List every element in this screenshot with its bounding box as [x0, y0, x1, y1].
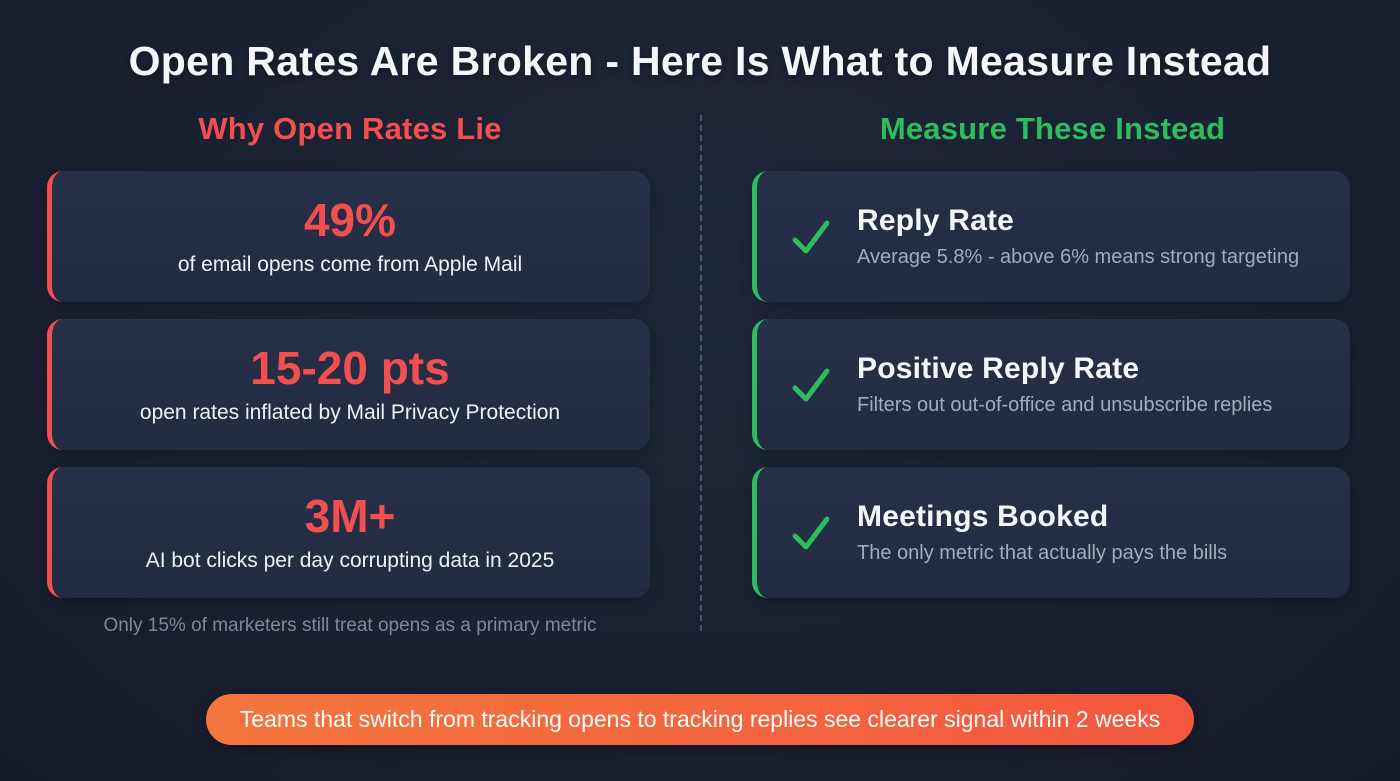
stat-card-privacy-protection: 15-20 pts open rates inflated by Mail Pr… [47, 319, 650, 450]
stat-desc: open rates inflated by Mail Privacy Prot… [139, 400, 561, 424]
red-bracket-accent [47, 467, 63, 598]
metric-card-meetings-booked: Meetings Booked The only metric that act… [752, 467, 1350, 598]
metric-text: Reply Rate Average 5.8% - above 6% means… [857, 204, 1299, 269]
metric-card-reply-rate: Reply Rate Average 5.8% - above 6% means… [752, 171, 1350, 302]
stat-card-apple-mail: 49% of email opens come from Apple Mail [47, 171, 650, 302]
metric-desc: The only metric that actually pays the b… [857, 542, 1228, 564]
stat-desc: of email opens come from Apple Mail [177, 252, 523, 276]
red-bracket-accent [47, 319, 63, 450]
stat-desc: AI bot clicks per day corrupting data in… [145, 548, 555, 572]
green-bracket-accent [752, 171, 768, 302]
right-heading: Measure These Instead [879, 111, 1226, 146]
stat-card-bot-clicks: 3M+ AI bot clicks per day corrupting dat… [47, 467, 650, 598]
main-title: Open Rates Are Broken - Here Is What to … [128, 38, 1272, 84]
metric-title: Reply Rate [857, 204, 1015, 237]
left-column: Why Open Rates Lie 49% of email opens co… [47, 111, 650, 637]
metric-title: Meetings Booked [857, 500, 1109, 533]
stat-value: 49% [303, 194, 397, 247]
metric-desc: Filters out out-of-office and unsubscrib… [857, 394, 1273, 416]
checkmark-icon [792, 516, 830, 549]
right-column: Measure These Instead Reply Rate Average… [752, 111, 1350, 637]
red-bracket-accent [47, 171, 63, 302]
green-bracket-accent [752, 319, 768, 450]
left-heading: Why Open Rates Lie [198, 111, 502, 146]
stat-value: 15-20 pts [250, 342, 450, 395]
dashed-divider [700, 115, 702, 631]
banner-row: Teams that switch from tracking opens to… [0, 694, 1400, 745]
metric-text: Positive Reply Rate Filters out out-of-o… [857, 352, 1272, 417]
checkmark-icon [792, 220, 830, 253]
checkmark-icon [792, 368, 830, 401]
metric-text: Meetings Booked The only metric that act… [857, 500, 1227, 565]
metric-title: Positive Reply Rate [857, 352, 1140, 385]
columns-row: Why Open Rates Lie 49% of email opens co… [0, 111, 1400, 637]
metric-card-positive-reply-rate: Positive Reply Rate Filters out out-of-o… [752, 319, 1350, 450]
metric-desc: Average 5.8% - above 6% means strong tar… [857, 246, 1300, 268]
footnote: Only 15% of marketers still treat opens … [103, 615, 597, 636]
green-bracket-accent [752, 467, 768, 598]
takeaway-banner: Teams that switch from tracking opens to… [205, 694, 1195, 745]
stat-value: 3M+ [304, 490, 396, 543]
